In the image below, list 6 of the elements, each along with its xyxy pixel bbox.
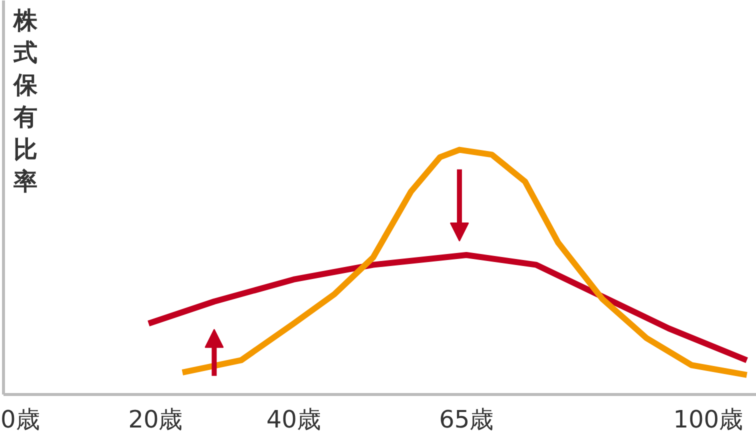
y-axis-title: 株式保有比率 [12, 6, 38, 196]
x-tick-label: 100歳 [673, 406, 744, 434]
x-tick-label: 65歳 [439, 406, 494, 434]
x-tick-label: 0歳 [0, 406, 40, 434]
x-tick-label: 40歳 [266, 406, 321, 434]
x-tick-label: 20歳 [128, 406, 183, 434]
